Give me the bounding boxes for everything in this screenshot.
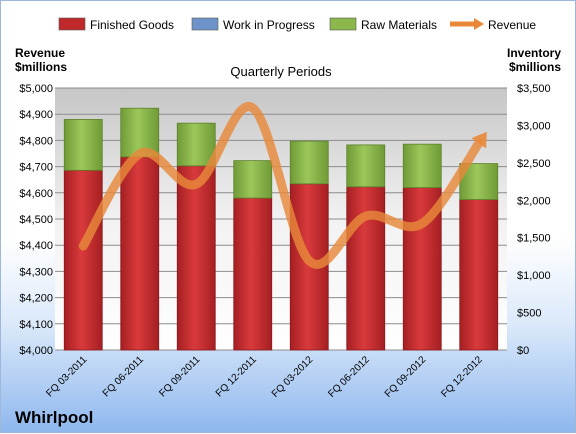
left-tick-label: $4,100 xyxy=(19,319,53,331)
bar-raw-materials xyxy=(459,163,499,200)
left-tick-label: $4,200 xyxy=(19,293,53,305)
legend: Finished Goods Work in Progress Raw Materi… xyxy=(58,17,536,32)
legend-label: Work in Progress xyxy=(223,18,315,32)
bar-finished-goods xyxy=(233,197,273,351)
left-axis-title-line2: $millions xyxy=(15,60,67,74)
bar-raw-materials xyxy=(346,144,386,188)
bar-finished-goods xyxy=(346,186,386,351)
x-tick-label: FQ 12-2011 xyxy=(214,354,259,399)
x-tick-labels: FQ 03-2011 FQ 06-2011 FQ 09-2011 FQ 12-2011… xyxy=(44,354,485,400)
right-tick-label: $0 xyxy=(517,345,529,357)
x-tick-label: FQ 09-2011 xyxy=(157,354,202,399)
x-tick-label: FQ 03-2012 xyxy=(270,354,316,400)
legend-label: Finished Goods xyxy=(90,18,174,32)
right-tick-label: $2,500 xyxy=(517,158,551,170)
bar-raw-materials xyxy=(120,107,160,158)
x-tick-label: FQ 06-2011 xyxy=(101,354,146,399)
x-tick-label: FQ 03-2011 xyxy=(44,354,89,399)
left-axis-title-line1: Revenue xyxy=(15,46,65,60)
left-tick-label: $4,800 xyxy=(19,135,53,147)
bar-finished-goods xyxy=(176,165,216,351)
chart-subtitle: Quarterly Periods xyxy=(230,64,332,79)
left-tick-label: $4,300 xyxy=(19,266,53,278)
bar-raw-materials xyxy=(176,122,216,167)
right-tick-label: $500 xyxy=(517,308,541,320)
right-tick-label: $1,500 xyxy=(517,233,551,245)
left-tick-label: $4,600 xyxy=(19,188,53,200)
right-tick-label: $1,000 xyxy=(517,270,551,282)
x-tick-label: FQ 12-2012 xyxy=(439,354,485,400)
bar-finished-goods xyxy=(459,199,499,351)
bars xyxy=(63,107,499,351)
right-tick-labels: $0 $500 $1,000 $1,500 $2,000 $2,500 $3,000 $3,5… xyxy=(517,83,551,357)
bar-raw-materials xyxy=(63,119,103,171)
bar-raw-materials xyxy=(233,160,273,199)
legend-swatch xyxy=(58,17,86,31)
left-tick-labels: $4,000 $4,100 $4,200 $4,300 $4,400 $4,500 $4,6… xyxy=(19,83,53,357)
revenue-arrowhead xyxy=(471,131,487,149)
right-tick-label: $3,500 xyxy=(517,83,551,95)
legend-label: Revenue xyxy=(488,18,536,32)
left-tick-label: $4,900 xyxy=(19,109,53,121)
left-tick-label: $4,000 xyxy=(19,345,53,357)
x-tick-label: FQ 09-2012 xyxy=(383,354,429,400)
x-tick-label: FQ 06-2012 xyxy=(326,354,372,400)
legend-arrow-icon xyxy=(474,18,484,30)
bar-raw-materials xyxy=(402,143,442,188)
right-tick-label: $2,000 xyxy=(517,195,551,207)
revenue-line xyxy=(78,102,484,269)
right-tick-label: $3,000 xyxy=(517,120,551,132)
right-axis-title-line1: Inventory xyxy=(507,46,561,60)
left-tick-label: $4,700 xyxy=(19,162,53,174)
right-axis-title-line2: $millions xyxy=(509,60,561,74)
left-tick-label: $4,500 xyxy=(19,214,53,226)
left-tick-label: $5,000 xyxy=(19,83,53,95)
company-label: Whirlpool xyxy=(15,408,93,427)
bar-finished-goods xyxy=(120,156,160,351)
left-tick-label: $4,400 xyxy=(19,240,53,252)
revenue-line-group xyxy=(78,102,487,269)
legend-swatch xyxy=(191,17,219,31)
bar-finished-goods xyxy=(63,169,103,351)
legend-swatch xyxy=(329,17,357,31)
legend-label: Raw Materials xyxy=(361,18,437,32)
bar-raw-materials xyxy=(289,140,329,185)
